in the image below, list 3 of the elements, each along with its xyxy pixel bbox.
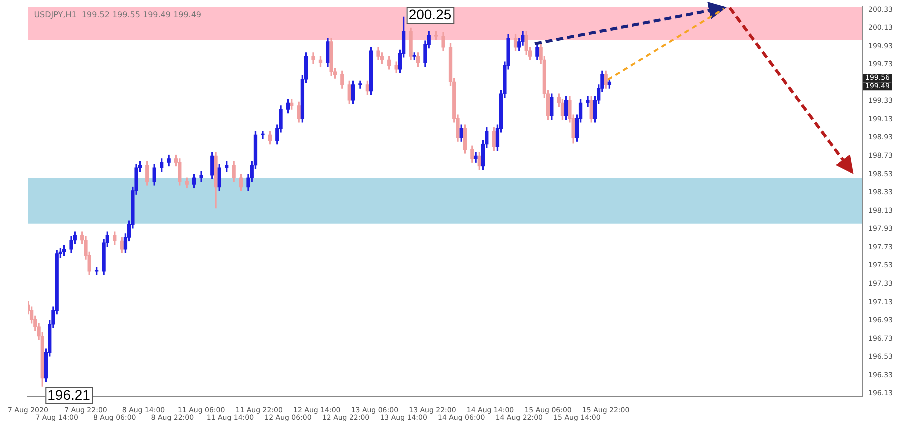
text: USDJPY,H1 199.52 199.55 199.49 199.49 [34,10,202,20]
annotation: 200.25 [408,6,452,23]
annotation: 196.21 [48,386,91,403]
